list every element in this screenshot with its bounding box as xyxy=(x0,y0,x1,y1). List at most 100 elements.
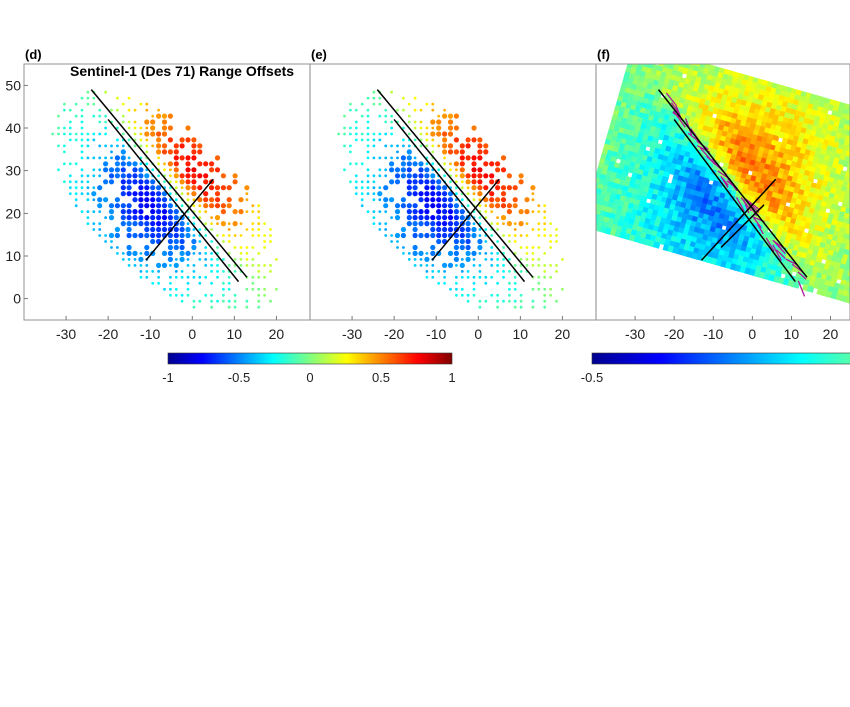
data-point xyxy=(192,264,196,267)
data-point xyxy=(418,221,424,227)
data-point xyxy=(400,226,406,233)
data-point xyxy=(120,167,126,173)
data-point xyxy=(372,222,376,226)
data-point xyxy=(127,108,131,112)
panel-label: (e) xyxy=(311,47,327,62)
data-point xyxy=(197,185,203,191)
data-point xyxy=(354,132,358,136)
data-point xyxy=(245,305,249,309)
data-point xyxy=(245,246,249,249)
data-point xyxy=(459,149,465,155)
data-point xyxy=(490,252,494,255)
data-point xyxy=(126,232,132,239)
data-point xyxy=(349,102,352,106)
data-point xyxy=(400,167,406,173)
data-point xyxy=(132,179,138,185)
data-point xyxy=(425,264,429,267)
data-point xyxy=(110,156,113,160)
data-point xyxy=(63,180,66,184)
data-point xyxy=(275,258,278,261)
data-point xyxy=(453,244,459,251)
data-point xyxy=(472,281,476,285)
data-point xyxy=(372,102,376,106)
data-point xyxy=(144,185,150,191)
data-point xyxy=(251,204,255,208)
data-point xyxy=(86,132,90,136)
raster-cell xyxy=(645,52,653,60)
data-point xyxy=(220,173,226,179)
data-point xyxy=(104,240,107,243)
data-point xyxy=(192,204,196,208)
data-point xyxy=(156,191,162,197)
y-tick-label: 0 xyxy=(13,291,21,307)
data-point xyxy=(104,90,107,94)
data-point xyxy=(257,216,261,220)
data-point xyxy=(63,162,66,166)
data-point xyxy=(407,114,411,118)
data-point xyxy=(161,262,168,268)
data-point xyxy=(459,215,465,221)
data-point xyxy=(86,216,90,220)
data-point xyxy=(232,221,238,227)
data-point xyxy=(459,244,465,251)
data-point xyxy=(156,215,162,221)
data-point xyxy=(156,185,162,191)
data-point xyxy=(477,143,483,149)
data-point xyxy=(394,215,401,221)
data-point xyxy=(430,232,436,239)
data-point xyxy=(222,234,225,237)
data-point xyxy=(227,299,231,303)
data-point xyxy=(489,179,495,185)
data-point xyxy=(406,173,412,179)
data-point xyxy=(495,161,501,167)
data-point xyxy=(257,204,261,208)
data-point xyxy=(145,275,149,279)
data-point xyxy=(500,191,507,197)
data-point xyxy=(227,275,231,279)
raster-cell xyxy=(641,45,649,53)
data-point xyxy=(232,179,238,185)
data-point xyxy=(74,198,78,202)
data-point xyxy=(349,162,352,166)
data-point xyxy=(169,168,172,172)
data-point xyxy=(453,203,459,209)
data-point xyxy=(502,246,505,249)
x-tick-label: -30 xyxy=(56,326,76,342)
data-point xyxy=(74,138,78,142)
data-point xyxy=(92,96,96,100)
data-point xyxy=(120,185,126,191)
data-point xyxy=(478,305,482,309)
data-point xyxy=(531,252,535,255)
data-point xyxy=(384,228,388,231)
raster-cell xyxy=(640,50,648,58)
data-point xyxy=(366,192,370,196)
data-point xyxy=(459,173,465,179)
data-point xyxy=(460,275,464,279)
data-point xyxy=(127,120,131,124)
data-point xyxy=(98,114,102,118)
data-point xyxy=(161,215,168,221)
data-point xyxy=(360,102,364,106)
data-point xyxy=(263,234,266,237)
data-point xyxy=(484,240,488,243)
data-point xyxy=(179,232,185,239)
data-point xyxy=(513,299,517,303)
data-point xyxy=(167,161,173,167)
data-point xyxy=(74,186,78,190)
data-point xyxy=(349,180,352,184)
raster-cell xyxy=(659,56,667,64)
raster-cell xyxy=(661,51,669,59)
data-point xyxy=(104,126,107,130)
data-point xyxy=(144,221,150,227)
data-point xyxy=(424,203,430,209)
data-point xyxy=(110,150,113,154)
data-point xyxy=(484,210,488,214)
data-point xyxy=(459,155,465,161)
raster-cell xyxy=(845,296,850,304)
data-point xyxy=(483,185,489,191)
data-point xyxy=(167,215,173,221)
data-point xyxy=(431,264,435,267)
data-point xyxy=(169,174,172,178)
data-point xyxy=(477,185,483,191)
data-point xyxy=(477,191,483,197)
